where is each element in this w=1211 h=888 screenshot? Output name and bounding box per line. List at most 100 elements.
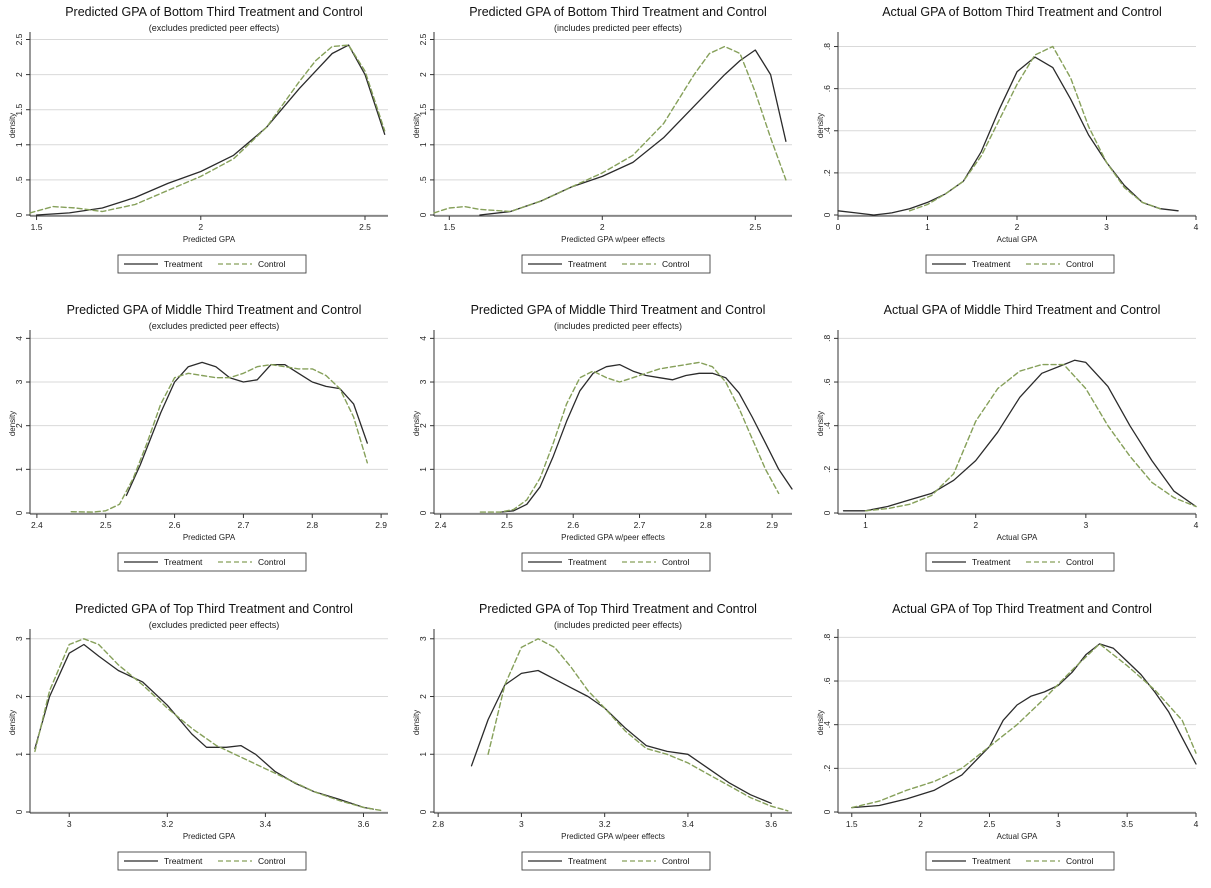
- x-axis-label: Actual GPA: [997, 832, 1038, 841]
- legend: Treatment Control: [117, 851, 307, 871]
- y-tick-label: 0: [14, 809, 24, 814]
- x-tick-label: 0: [836, 222, 841, 232]
- control-series-line: [70, 363, 368, 513]
- treatment-series-line: [34, 643, 374, 810]
- y-tick-label: 3: [14, 636, 24, 641]
- y-tick-label: 0: [822, 510, 832, 515]
- legend: Treatment Control: [521, 254, 711, 274]
- y-axis-label: density: [8, 710, 17, 735]
- y-tick-label: 0: [822, 212, 832, 217]
- y-tick-label: 1: [418, 752, 428, 757]
- y-tick-label: .8: [822, 335, 832, 342]
- x-tick-label: 2: [1015, 222, 1020, 232]
- chart-panel: Predicted GPA of Top Third Treatment and…: [0, 597, 403, 888]
- chart-title: Predicted GPA of Middle Third Treatment …: [67, 303, 362, 317]
- y-tick-label: 1: [418, 142, 428, 147]
- legend: Treatment Control: [925, 254, 1115, 274]
- y-tick-label: 4: [418, 336, 428, 341]
- legend-label: Control: [662, 856, 690, 866]
- y-tick-label: 2.5: [14, 33, 24, 45]
- treatment-series-line: [851, 643, 1197, 809]
- y-tick-label: 3: [418, 636, 428, 641]
- x-axis-label: Actual GPA: [997, 533, 1038, 542]
- legend-label: Control: [258, 557, 286, 567]
- chart-title: Actual GPA of Bottom Third Treatment and…: [882, 5, 1162, 19]
- legend-label: Control: [662, 557, 690, 567]
- y-tick-label: 0: [14, 510, 24, 515]
- x-tick-label: 2.4: [435, 520, 447, 530]
- x-tick-label: 2.6: [169, 520, 181, 530]
- chart-title: Actual GPA of Middle Third Treatment and…: [884, 303, 1161, 317]
- chart-svg: Predicted GPA of Middle Third Treatment …: [8, 303, 388, 572]
- chart-panel: Predicted GPA of Top Third Treatment and…: [404, 597, 807, 888]
- x-tick-label: 1.5: [846, 819, 858, 829]
- x-tick-label: 3.4: [682, 819, 694, 829]
- legend-box: [521, 851, 711, 871]
- legend-label: Control: [662, 259, 690, 269]
- y-tick-label: 1.5: [418, 104, 428, 116]
- y-axis-label: density: [816, 710, 825, 735]
- legend: Treatment Control: [925, 851, 1115, 871]
- y-tick-label: 2: [418, 72, 428, 77]
- treatment-series-line: [837, 56, 1179, 216]
- chart-title: Actual GPA of Top Third Treatment and Co…: [892, 602, 1152, 616]
- x-tick-label: 3: [1083, 520, 1088, 530]
- x-tick-label: 4: [1194, 222, 1199, 232]
- x-tick-label: 2.9: [766, 520, 778, 530]
- legend-label: Control: [258, 259, 286, 269]
- legend-box: [521, 552, 711, 572]
- x-tick-label: 1.5: [443, 222, 455, 232]
- legend-label: Treatment: [164, 856, 203, 866]
- treatment-series-line: [842, 359, 1197, 512]
- y-tick-label: .5: [14, 176, 24, 183]
- legend-label: Control: [1066, 557, 1094, 567]
- legend-box: [117, 851, 307, 871]
- chart-svg: Predicted GPA of Top Third Treatment and…: [412, 602, 792, 871]
- control-series-line: [851, 643, 1197, 809]
- legend-box: [117, 254, 307, 274]
- x-tick-label: 3.5: [1121, 819, 1133, 829]
- x-tick-label: 1: [863, 520, 868, 530]
- x-tick-label: 2: [198, 222, 203, 232]
- control-series-line: [864, 363, 1197, 512]
- x-tick-label: 2.9: [375, 520, 387, 530]
- x-tick-label: 2.7: [634, 520, 646, 530]
- chart-svg: Predicted GPA of Bottom Third Treatment …: [412, 5, 792, 274]
- legend: Treatment Control: [117, 254, 307, 274]
- chart-title: Predicted GPA of Top Third Treatment and…: [479, 602, 757, 616]
- x-tick-label: 2.5: [100, 520, 112, 530]
- legend-box: [117, 552, 307, 572]
- chart-subtitle: (includes predicted peer effects): [554, 321, 682, 331]
- y-tick-label: 0: [418, 510, 428, 515]
- chart-subtitle: (excludes predicted peer effects): [149, 620, 279, 630]
- chart-svg: Predicted GPA of Middle Third Treatment …: [412, 303, 793, 572]
- x-tick-label: 2.8: [306, 520, 318, 530]
- chart-panel: Actual GPA of Middle Third Treatment and…: [808, 298, 1211, 589]
- chart-svg: Predicted GPA of Bottom Third Treatment …: [8, 5, 388, 274]
- y-tick-label: 2.5: [418, 33, 428, 45]
- y-tick-label: 3: [14, 379, 24, 384]
- treatment-series-line: [125, 361, 368, 497]
- chart-panel: Actual GPA of Bottom Third Treatment and…: [808, 0, 1211, 291]
- legend-label: Treatment: [972, 856, 1011, 866]
- x-tick-label: 3: [519, 819, 524, 829]
- y-axis-label: density: [412, 411, 421, 436]
- legend-label: Treatment: [568, 856, 607, 866]
- chart-title: Predicted GPA of Bottom Third Treatment …: [65, 5, 363, 19]
- x-tick-label: 2.7: [238, 520, 250, 530]
- y-axis-label: density: [412, 113, 421, 138]
- y-tick-label: 4: [14, 336, 24, 341]
- y-tick-label: 2: [418, 694, 428, 699]
- x-tick-label: 3: [67, 819, 72, 829]
- chart-title: Predicted GPA of Top Third Treatment and…: [75, 602, 353, 616]
- legend: Treatment Control: [117, 552, 307, 572]
- legend-label: Treatment: [972, 259, 1011, 269]
- y-tick-label: 3: [418, 379, 428, 384]
- x-axis-label: Actual GPA: [997, 235, 1038, 244]
- legend: Treatment Control: [521, 851, 711, 871]
- chart-title: Predicted GPA of Bottom Third Treatment …: [469, 5, 767, 19]
- x-tick-label: 3.4: [259, 819, 271, 829]
- x-tick-label: 2: [918, 819, 923, 829]
- legend-label: Control: [258, 856, 286, 866]
